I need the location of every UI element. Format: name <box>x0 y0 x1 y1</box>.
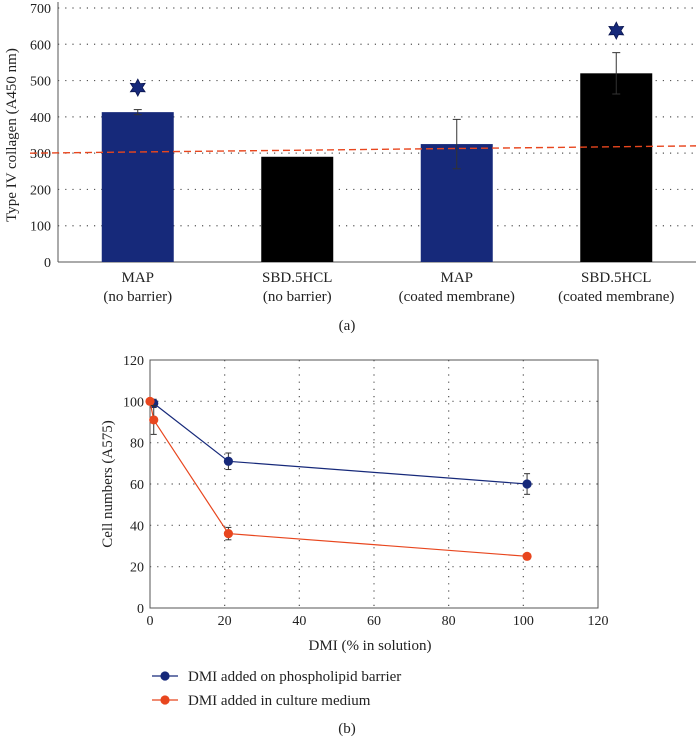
x-category-sublabel: (coated membrane) <box>558 289 674 305</box>
series-line <box>153 402 528 485</box>
data-point <box>223 456 233 466</box>
y-tick-label: 600 <box>30 38 51 53</box>
x-category-label: MAP <box>121 270 154 286</box>
data-point <box>522 551 532 561</box>
x-tick-label: 20 <box>218 614 232 629</box>
x-axis-title: DMI (% in solution) <box>309 638 432 654</box>
data-point <box>149 415 159 425</box>
x-category-sublabel: (coated membrane) <box>399 289 515 305</box>
y-tick-label: 0 <box>137 602 144 617</box>
x-tick-label: 80 <box>442 614 456 629</box>
data-point <box>145 396 155 406</box>
x-tick-label: 40 <box>292 614 306 629</box>
legend-label: DMI added on phospholipid barrier <box>188 669 401 685</box>
y-tick-label: 20 <box>130 561 144 576</box>
x-category-sublabel: (no barrier) <box>103 289 172 305</box>
bar <box>580 73 653 262</box>
significance-star-icon <box>129 78 146 97</box>
y-tick-label: 200 <box>30 183 51 198</box>
panel-a-bar-chart: 0 100 200 300 400 500 600 700 Type IV collagen (… <box>4 2 697 334</box>
panel-b-label: (b) <box>338 721 356 737</box>
x-tick-label: 100 <box>513 614 534 629</box>
y-tick-label: 60 <box>130 478 144 493</box>
panel-a-label: (a) <box>339 318 356 334</box>
legend-marker <box>160 671 170 681</box>
legend-label: DMI added in culture medium <box>188 693 371 709</box>
x-category-label: SBD.5HCL <box>262 270 332 286</box>
y-axis-title: Cell numbers (A575) <box>100 420 116 547</box>
y-tick-label: 700 <box>30 2 51 17</box>
panel-b-line-chart: 0 20 40 60 80 100 120 0 20 40 60 80 100 120 DMI (% in … <box>100 354 609 737</box>
y-tick-label: 300 <box>30 147 51 162</box>
trend-line <box>29 145 697 154</box>
y-tick-label: 80 <box>130 437 144 452</box>
series-line <box>149 401 528 557</box>
x-category-label: MAP <box>440 270 473 286</box>
data-point <box>522 479 532 489</box>
bar <box>101 112 174 262</box>
y-tick-label: 40 <box>130 519 144 534</box>
x-tick-label: 120 <box>588 614 609 629</box>
significance-star-icon <box>608 21 625 40</box>
y-tick-label: 400 <box>30 111 51 126</box>
x-category-label: SBD.5HCL <box>581 270 651 286</box>
legend-marker <box>160 695 170 705</box>
y-tick-label: 100 <box>30 220 51 235</box>
x-tick-label: 0 <box>147 614 154 629</box>
y-tick-label: 100 <box>123 395 144 410</box>
y-tick-label: 500 <box>30 75 51 90</box>
y-tick-label: 120 <box>123 354 144 369</box>
data-point <box>223 529 233 539</box>
bar <box>261 156 334 262</box>
x-tick-label: 60 <box>367 614 381 629</box>
y-tick-label: 0 <box>44 256 51 271</box>
x-category-sublabel: (no barrier) <box>263 289 332 305</box>
y-axis-title: Type IV collagen (A450 nm) <box>4 48 20 222</box>
